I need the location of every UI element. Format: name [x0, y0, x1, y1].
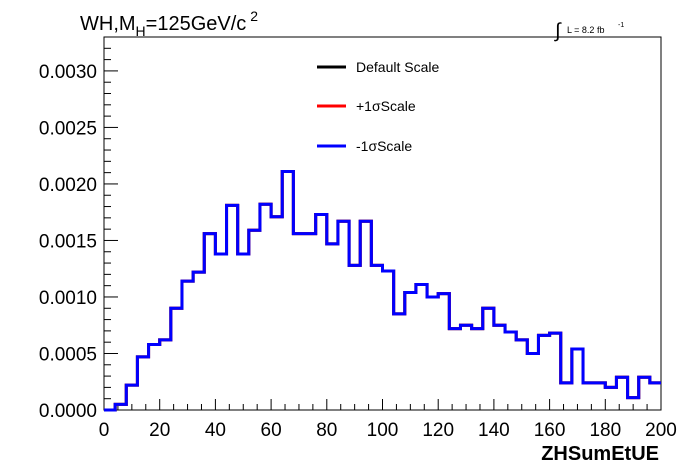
x-tick-label: 180 [589, 420, 621, 441]
y-tick-label: 0.0025 [39, 118, 97, 139]
legend-label-default: Default Scale [356, 59, 439, 75]
x-tick-label: 40 [205, 420, 226, 441]
y-tick-label: 0.0000 [39, 401, 97, 422]
x-tick-label: 80 [316, 420, 337, 441]
lumi-integral: ∫ [554, 20, 562, 42]
x-tick-label: 160 [534, 420, 566, 441]
legend-label-minus: -1σScale [356, 138, 412, 154]
y-axis: 0.0000 0.0005 0.0010 0.0015 0.0020 0.0025 0.00… [39, 36, 118, 422]
x-axis-label: ZHSumEtUE [541, 443, 659, 465]
lumi-superscript: -1 [618, 22, 624, 29]
x-tick-label: 200 [645, 420, 677, 441]
y-tick-label: 0.0010 [39, 288, 97, 309]
x-tick-label: 20 [149, 420, 170, 441]
y-tick-label: 0.0030 [39, 62, 97, 83]
x-tick-label: 120 [422, 420, 454, 441]
title-superscript: 2 [250, 8, 258, 24]
series-minus-1sigma-scale [104, 170, 661, 412]
lumi-text: L = 8.2 fb [567, 25, 604, 35]
legend: Default Scale +1σScale -1σScale [317, 59, 439, 154]
x-axis: 0 20 40 60 80 100 120 140 160 180 200 [99, 399, 677, 441]
title-rest: =125GeV/c [146, 13, 247, 35]
title-main: WH,M [80, 13, 136, 35]
x-tick-label: 140 [478, 420, 510, 441]
legend-label-plus: +1σScale [356, 98, 416, 114]
x-tick-label: 60 [261, 420, 282, 441]
title-subscript: H [136, 23, 146, 39]
chart-title: WH,MH=125GeV/c 2 [80, 8, 258, 39]
y-tick-label: 0.0015 [39, 231, 97, 252]
histogram-series [104, 170, 661, 412]
y-tick-label: 0.0005 [39, 344, 97, 365]
x-tick-label: 100 [367, 420, 399, 441]
x-tick-label: 0 [99, 420, 110, 441]
y-tick-label: 0.0020 [39, 175, 97, 196]
